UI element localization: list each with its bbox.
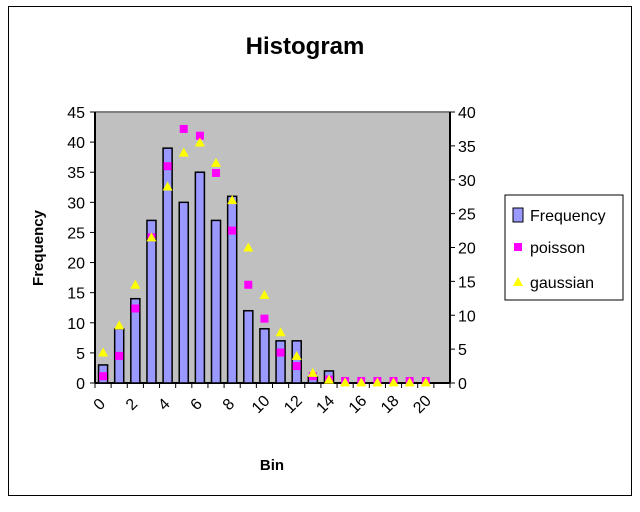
frequency-bar bbox=[178, 201, 190, 384]
frequency-bar bbox=[146, 219, 157, 384]
gaussian-point bbox=[146, 232, 157, 242]
poisson-point bbox=[131, 304, 140, 313]
gaussian-point bbox=[372, 377, 383, 387]
y-tick-label: 0 bbox=[76, 376, 85, 393]
gaussian-point bbox=[227, 195, 238, 205]
poisson-point bbox=[163, 162, 172, 171]
y-axis-label: Frequency bbox=[30, 209, 47, 286]
x-tick-label: 20 bbox=[410, 392, 435, 417]
legend-label-gaussian: gaussian bbox=[530, 275, 594, 292]
gaussian-point bbox=[388, 377, 399, 387]
y2-tick-label: 0 bbox=[458, 376, 467, 393]
y2-tick-label: 35 bbox=[458, 139, 476, 156]
x-tick-label: 10 bbox=[249, 392, 274, 417]
frequency-bar bbox=[243, 309, 254, 384]
poisson-point bbox=[115, 351, 124, 360]
legend-label-frequency: Frequency bbox=[530, 208, 606, 225]
chart-frame bbox=[8, 6, 632, 496]
gaussian-point bbox=[323, 374, 334, 384]
poisson-point bbox=[228, 226, 237, 235]
y2-tick-label: 10 bbox=[458, 308, 476, 325]
gaussian-point bbox=[178, 147, 189, 157]
poisson-point bbox=[244, 280, 253, 289]
poisson-point bbox=[99, 372, 108, 381]
gaussian-point bbox=[307, 367, 318, 377]
x-tick-label: 8 bbox=[220, 396, 238, 414]
poisson-point bbox=[212, 168, 221, 177]
y2-tick-label: 15 bbox=[458, 274, 476, 291]
frequency-bar bbox=[210, 219, 222, 384]
y2-tick-label: 25 bbox=[458, 207, 476, 224]
x-tick-label: 16 bbox=[346, 392, 371, 417]
y2-tick-label: 5 bbox=[458, 342, 467, 359]
frequency-bar bbox=[194, 171, 206, 384]
poisson-point bbox=[179, 124, 188, 133]
frequency-bar bbox=[259, 328, 270, 384]
gaussian-point bbox=[162, 181, 173, 191]
legend-box bbox=[504, 194, 624, 301]
gaussian-point bbox=[98, 347, 109, 357]
gaussian-point bbox=[211, 157, 222, 167]
y2-tick-label: 20 bbox=[458, 241, 476, 258]
gaussian-point bbox=[243, 242, 254, 252]
x-tick-label: 14 bbox=[313, 392, 338, 417]
y-tick-label: 45 bbox=[67, 105, 85, 122]
x-tick-label: 4 bbox=[155, 396, 173, 414]
gaussian-point bbox=[291, 350, 302, 360]
gaussian-point bbox=[130, 279, 141, 289]
frequency-bar bbox=[275, 340, 286, 384]
poisson-point bbox=[195, 131, 204, 140]
x-tick-label: 0 bbox=[91, 396, 109, 414]
poisson-point bbox=[260, 314, 269, 323]
gaussian-point bbox=[340, 377, 351, 387]
x-axis-label: Bin bbox=[260, 457, 284, 474]
gaussian-point bbox=[356, 377, 367, 387]
x-tick-label: 2 bbox=[123, 396, 141, 414]
gaussian-point bbox=[194, 137, 205, 147]
legend-poisson-swatch bbox=[514, 243, 522, 251]
y-tick-label: 40 bbox=[67, 135, 85, 152]
gaussian-point bbox=[275, 327, 286, 337]
frequency-bar bbox=[291, 340, 302, 384]
chart-title: Histogram bbox=[246, 33, 365, 60]
y-tick-label: 25 bbox=[67, 225, 85, 242]
x-tick-label: 12 bbox=[281, 392, 306, 417]
y-tick-label: 35 bbox=[67, 165, 85, 182]
frequency-bar bbox=[162, 147, 173, 384]
legend-label-poisson: poisson bbox=[530, 240, 585, 257]
y2-tick-label: 40 bbox=[458, 105, 476, 122]
y-tick-label: 20 bbox=[67, 256, 85, 273]
y-tick-label: 10 bbox=[67, 316, 85, 333]
gaussian-point bbox=[420, 377, 431, 387]
x-tick-label: 18 bbox=[378, 392, 403, 417]
y2-tick-label: 30 bbox=[458, 173, 476, 190]
gaussian-point bbox=[259, 289, 270, 299]
y-tick-label: 30 bbox=[67, 195, 85, 212]
frequency-bar bbox=[130, 297, 141, 384]
y-tick-label: 5 bbox=[76, 346, 85, 363]
y-tick-label: 15 bbox=[67, 286, 85, 303]
poisson-point bbox=[292, 362, 301, 371]
x-tick-label: 6 bbox=[188, 396, 206, 414]
gaussian-point bbox=[404, 377, 415, 387]
legend-gaussian-swatch bbox=[513, 277, 523, 286]
poisson-point bbox=[276, 348, 285, 357]
gaussian-point bbox=[114, 320, 125, 330]
frequency-bar bbox=[226, 195, 238, 384]
legend-frequency-swatch bbox=[512, 207, 524, 223]
